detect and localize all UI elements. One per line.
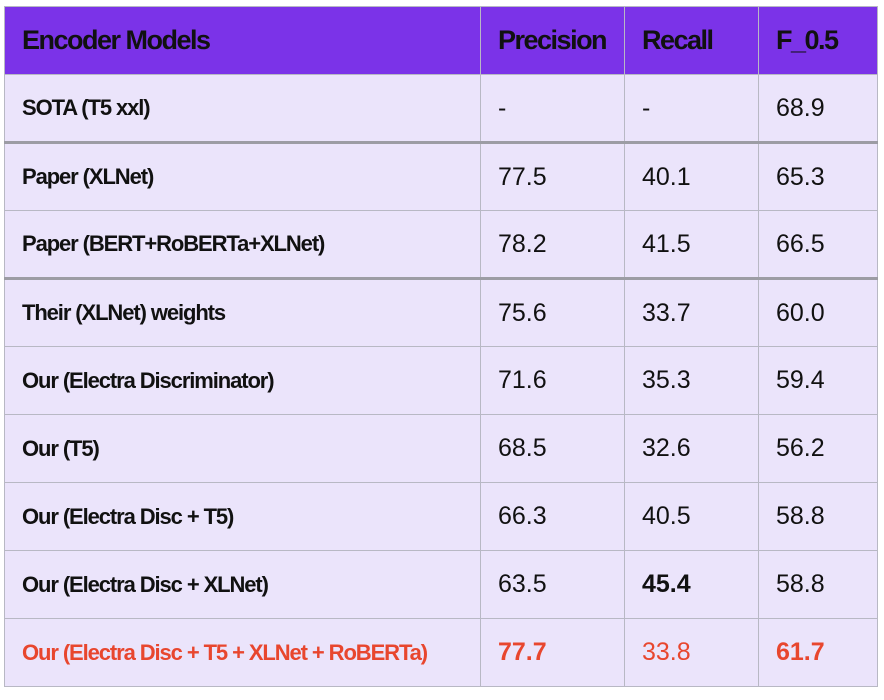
- model-cell: Our (T5): [4, 414, 481, 483]
- header-f05: F_0.5: [758, 6, 878, 75]
- recall-cell: 33.8: [624, 618, 759, 687]
- model-cell: Paper (BERT+RoBERTa+XLNet): [4, 210, 481, 279]
- recall-cell: 41.5: [624, 210, 759, 279]
- precision-cell: 66.3: [480, 482, 625, 551]
- f05-cell: 56.2: [758, 414, 878, 483]
- table-header: Encoder Models Precision Recall F_0.5: [4, 6, 878, 75]
- f05-cell: 60.0: [758, 277, 878, 347]
- header-encoder-models: Encoder Models: [4, 6, 481, 75]
- recall-cell: 33.7: [624, 277, 759, 347]
- f05-cell: 59.4: [758, 346, 878, 415]
- model-cell: Paper (XLNet): [4, 141, 481, 211]
- table-row: Our (Electra Discriminator) 71.6 35.3 59…: [4, 346, 878, 415]
- f05-cell: 65.3: [758, 141, 878, 211]
- recall-cell-best: 45.4: [624, 550, 759, 619]
- f05-cell: 66.5: [758, 210, 878, 279]
- table-row: Our (Electra Disc + XLNet) 63.5 45.4 58.…: [4, 550, 878, 619]
- table-row: Paper (XLNet) 77.5 40.1 65.3: [4, 141, 878, 211]
- precision-cell: 78.2: [480, 210, 625, 279]
- header-row: Encoder Models Precision Recall F_0.5: [4, 6, 878, 75]
- results-table-container: Encoder Models Precision Recall F_0.5 SO…: [4, 6, 878, 687]
- table-row: Our (Electra Disc + T5) 66.3 40.5 58.8: [4, 482, 878, 551]
- f05-cell: 58.8: [758, 550, 878, 619]
- recall-cell: 32.6: [624, 414, 759, 483]
- table-row-highlighted: Our (Electra Disc + T5 + XLNet + RoBERTa…: [4, 618, 878, 687]
- recall-cell: 35.3: [624, 346, 759, 415]
- recall-cell: 40.5: [624, 482, 759, 551]
- precision-cell: 63.5: [480, 550, 625, 619]
- table-row: Paper (BERT+RoBERTa+XLNet) 78.2 41.5 66.…: [4, 210, 878, 279]
- recall-cell: 40.1: [624, 141, 759, 211]
- f05-cell-best: 61.7: [758, 618, 878, 687]
- table-row: Their (XLNet) weights 75.6 33.7 60.0: [4, 277, 878, 347]
- model-cell: Their (XLNet) weights: [4, 277, 481, 347]
- model-cell: Our (Electra Discriminator): [4, 346, 481, 415]
- model-cell: Our (Electra Disc + T5 + XLNet + RoBERTa…: [4, 618, 481, 687]
- precision-cell: 71.6: [480, 346, 625, 415]
- results-table: Encoder Models Precision Recall F_0.5 SO…: [4, 6, 878, 687]
- table-row: Our (T5) 68.5 32.6 56.2: [4, 414, 878, 483]
- header-precision: Precision: [480, 6, 625, 75]
- model-cell: SOTA (T5 xxl): [4, 74, 481, 143]
- recall-cell: -: [624, 74, 759, 143]
- f05-cell: 58.8: [758, 482, 878, 551]
- table-row: SOTA (T5 xxl) - - 68.9: [4, 74, 878, 143]
- model-cell: Our (Electra Disc + T5): [4, 482, 481, 551]
- precision-cell: 77.5: [480, 141, 625, 211]
- precision-cell: 75.6: [480, 277, 625, 347]
- model-cell: Our (Electra Disc + XLNet): [4, 550, 481, 619]
- table-body: SOTA (T5 xxl) - - 68.9 Paper (XLNet) 77.…: [4, 74, 878, 687]
- precision-cell: 68.5: [480, 414, 625, 483]
- header-recall: Recall: [624, 6, 759, 75]
- precision-cell-best: 77.7: [480, 618, 625, 687]
- precision-cell: -: [480, 74, 625, 143]
- f05-cell: 68.9: [758, 74, 878, 143]
